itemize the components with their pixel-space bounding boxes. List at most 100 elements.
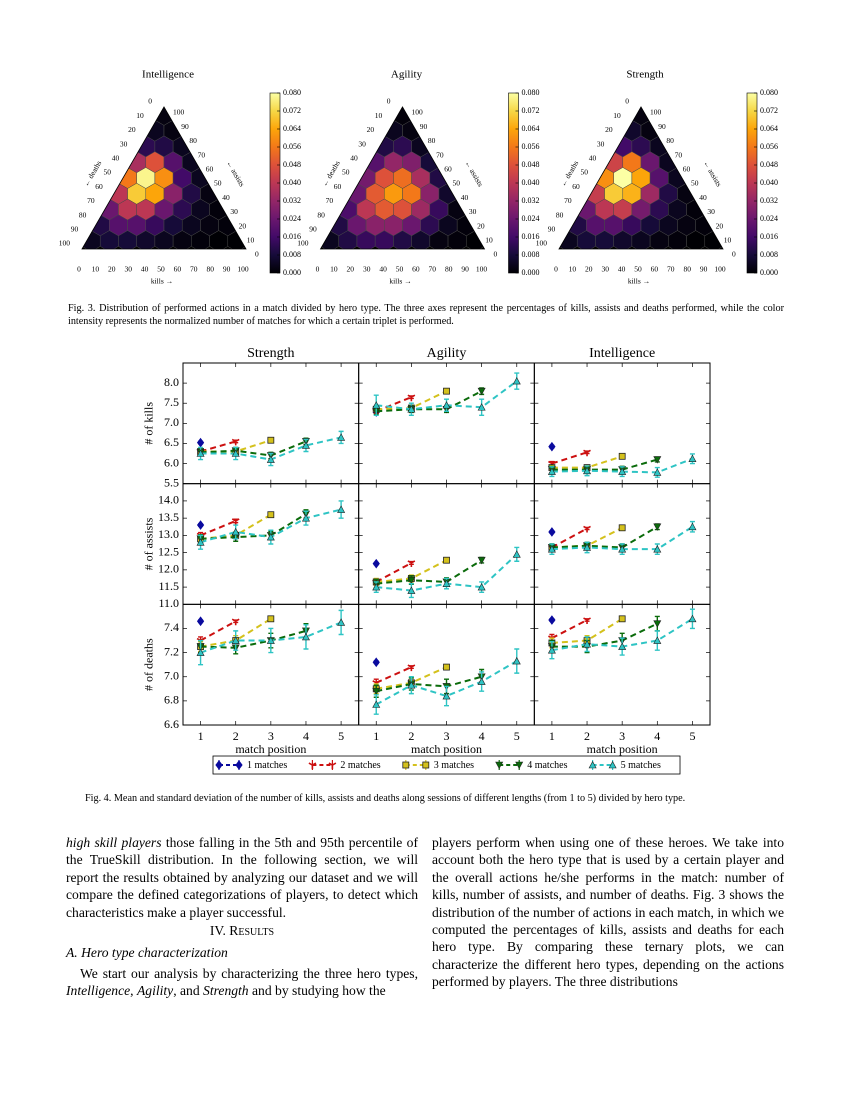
marker — [407, 394, 416, 402]
assists-tick-label: 0 — [494, 250, 498, 259]
y-tick-label: 13.0 — [158, 527, 179, 541]
deaths-tick-label: 90 — [309, 225, 317, 234]
marker — [477, 582, 486, 591]
marker — [618, 452, 626, 460]
colorbar-tick-label: 0.024 — [522, 214, 540, 223]
panel-frame — [182, 603, 360, 726]
colorbar-tick-label: 0.000 — [760, 268, 778, 277]
assists-tick-label: 80 — [189, 136, 197, 145]
colorbar-tick-label: 0.056 — [760, 142, 778, 151]
assists-tick-label: 10 — [247, 236, 255, 245]
marker — [653, 523, 662, 531]
y-tick-label: 5.5 — [164, 475, 179, 489]
kills-tick-label: 70 — [190, 265, 198, 274]
figure-caption: Fig. 3. Distribution of performed action… — [68, 303, 784, 327]
y-tick-label: 6.0 — [164, 455, 179, 469]
deaths-tick-label: 80 — [556, 210, 564, 219]
assists-tick-label: 90 — [181, 122, 189, 131]
marker — [422, 761, 430, 769]
text-run: Agility — [136, 983, 174, 999]
marker — [372, 687, 381, 696]
text-run: Strength — [203, 983, 249, 999]
kills-axis-label: kills → — [151, 277, 173, 286]
colorbar-tick-label: 0.040 — [522, 178, 540, 187]
figure-caption: Fig. 4. Mean and standard deviation of t… — [85, 793, 686, 804]
marker — [443, 663, 450, 671]
colorbar-tick-label: 0.080 — [522, 88, 540, 97]
kills-tick-label: 30 — [601, 265, 609, 274]
kills-tick-label: 0 — [554, 265, 558, 274]
kills-tick-label: 70 — [429, 265, 437, 274]
kills-tick-label: 80 — [445, 265, 453, 274]
marker — [196, 648, 205, 656]
triangle-frame — [81, 106, 247, 250]
assists-tick-label: 50 — [453, 179, 461, 188]
kills-axis-label: kills → — [389, 277, 411, 286]
x-tick-label: 2 — [233, 729, 239, 743]
colorbar-tick-label: 0.064 — [283, 124, 301, 133]
y-axis-label: # of deaths — [142, 638, 156, 691]
colorbar-tick-label: 0.000 — [522, 268, 540, 277]
y-axis-label: # of kills — [142, 402, 156, 445]
colorbar-tick-label: 0.008 — [522, 250, 540, 259]
colorbar-tick-label: 0.080 — [283, 88, 301, 97]
deaths-tick-label: 70 — [564, 196, 572, 205]
deaths-tick-label: 20 — [605, 125, 613, 134]
column-title: Agility — [427, 346, 467, 361]
marker — [231, 449, 240, 457]
marker — [337, 433, 346, 441]
deaths-tick-label: 90 — [71, 225, 79, 234]
series-line — [551, 622, 658, 648]
text-run: players perform when using one of these … — [432, 835, 784, 990]
marker — [495, 761, 504, 770]
series-line — [551, 527, 588, 549]
colorbar-tick-label: 0.016 — [283, 232, 301, 241]
legend-label: 4 matches — [527, 760, 567, 771]
assists-tick-label: 0 — [255, 250, 259, 259]
marker — [583, 640, 592, 648]
marker — [547, 646, 556, 654]
deaths-tick-label: 0 — [148, 97, 152, 106]
marker — [231, 636, 240, 644]
x-tick-label: 1 — [373, 729, 379, 743]
kills-tick-label: 10 — [569, 265, 577, 274]
marker — [337, 618, 346, 626]
legend-box — [212, 755, 681, 775]
kills-tick-label: 100 — [476, 265, 488, 274]
deaths-tick-label: 0 — [387, 97, 391, 106]
kills-tick-label: 50 — [634, 265, 642, 274]
deaths-tick-label: 50 — [342, 168, 350, 177]
kills-tick-label: 90 — [461, 265, 469, 274]
kills-tick-label: 90 — [700, 265, 708, 274]
marker — [267, 615, 275, 623]
kills-axis-label: kills → — [628, 277, 650, 286]
series-line — [375, 562, 412, 583]
marker — [328, 762, 337, 770]
marker — [653, 456, 662, 464]
assists-axis-label: ← assists — [225, 159, 247, 188]
text-run: We start our analysis by characterizing … — [80, 966, 418, 981]
kills-tick-label: 90 — [223, 265, 231, 274]
y-tick-label: 7.5 — [164, 395, 179, 409]
triangle-frame — [558, 106, 724, 250]
colorbar-tick-label: 0.032 — [760, 196, 778, 205]
deaths-tick-label: 60 — [334, 182, 342, 191]
colorbar-tick-label: 0.048 — [760, 160, 778, 169]
x-tick-label: 3 — [268, 729, 274, 743]
x-axis-label: match position — [411, 742, 482, 756]
deaths-tick-label: 40 — [589, 154, 597, 163]
colorbar-tick-label: 0.080 — [760, 88, 778, 97]
colorbar-tick-label: 0.072 — [283, 106, 301, 115]
marker — [583, 466, 592, 475]
deaths-tick-label: 40 — [112, 154, 120, 163]
marker — [266, 636, 275, 644]
kills-tick-label: 40 — [618, 265, 626, 274]
series-line — [551, 525, 658, 549]
marker — [477, 403, 486, 411]
marker — [231, 618, 240, 626]
marker — [512, 376, 521, 385]
kills-tick-label: 30 — [363, 265, 371, 274]
deaths-tick-label: 10 — [613, 111, 621, 120]
deaths-tick-label: 0 — [625, 97, 629, 106]
y-tick-label: 14.0 — [158, 493, 179, 507]
